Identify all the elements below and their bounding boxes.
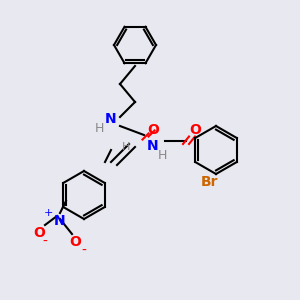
Text: O: O xyxy=(189,122,201,136)
Text: N: N xyxy=(105,112,117,126)
Text: O: O xyxy=(69,235,81,249)
Text: -: - xyxy=(82,244,86,258)
Text: Br: Br xyxy=(201,175,219,189)
Text: H: H xyxy=(122,142,130,152)
Text: H: H xyxy=(94,122,104,135)
Text: -: - xyxy=(43,235,47,249)
Text: +: + xyxy=(43,208,53,218)
Text: N: N xyxy=(147,139,159,153)
Text: O: O xyxy=(147,122,159,136)
Text: N: N xyxy=(54,214,66,228)
Text: O: O xyxy=(33,226,45,240)
Text: H: H xyxy=(157,149,167,162)
